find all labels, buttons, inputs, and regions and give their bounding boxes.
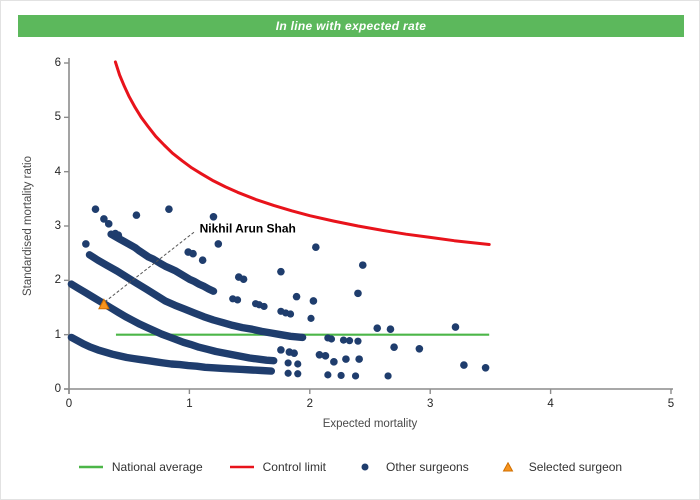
surgeon-point[interactable] <box>330 358 338 366</box>
surgeon-point[interactable] <box>284 369 292 377</box>
y-tick-label: 3 <box>54 220 61 232</box>
surgeon-point[interactable] <box>309 297 318 305</box>
y-tick-label: 1 <box>54 328 61 341</box>
surgeon-point[interactable] <box>307 314 315 322</box>
surgeon-point[interactable] <box>100 215 108 223</box>
legend-item-selected-surgeon: Selected surgeon <box>495 460 622 474</box>
surgeon-point[interactable] <box>315 350 324 359</box>
surgeon-point[interactable] <box>327 335 336 343</box>
control-limit-curve <box>113 60 491 246</box>
x-tick-label: 0 <box>65 398 73 410</box>
surgeon-point[interactable] <box>481 364 490 372</box>
surgeon-point-band[interactable] <box>85 251 307 342</box>
other-surgeons-dot-icon <box>352 462 378 472</box>
surgeon-point[interactable] <box>294 370 302 378</box>
surgeon-point[interactable] <box>312 243 320 251</box>
surgeon-point[interactable] <box>460 361 468 369</box>
surgeon-point-band[interactable] <box>107 230 218 295</box>
surgeon-point[interactable] <box>260 302 268 311</box>
surgeon-point[interactable] <box>239 275 248 284</box>
surgeon-point[interactable] <box>209 212 218 221</box>
surgeon-point[interactable] <box>384 372 392 380</box>
selected-surgeon-label: Nikhil Arun Shah <box>199 221 296 236</box>
surgeon-point[interactable] <box>286 310 295 318</box>
surgeon-point[interactable] <box>233 296 242 304</box>
surgeon-point[interactable] <box>321 352 330 360</box>
x-axis-title: Expected mortality <box>322 418 418 430</box>
surgeon-point[interactable] <box>277 267 285 276</box>
legend-item-other-surgeons: Other surgeons <box>352 460 469 474</box>
status-banner: In line with expected rate <box>18 15 684 37</box>
surgeon-point[interactable] <box>345 337 354 345</box>
legend-label-selected-surgeon: Selected surgeon <box>528 460 623 474</box>
status-banner-text: In line with expected rate <box>275 19 427 33</box>
surgeon-point[interactable] <box>337 371 345 380</box>
annotation-leader-line <box>104 231 195 303</box>
legend-item-control-limit: Control limit <box>229 460 326 474</box>
surgeon-point[interactable] <box>82 240 90 248</box>
surgeon-point[interactable] <box>294 360 302 368</box>
surgeon-point[interactable] <box>342 355 350 363</box>
legend-label-control-limit: Control limit <box>262 460 326 474</box>
x-tick-label: 5 <box>667 398 675 410</box>
x-tick-label: 2 <box>306 398 313 410</box>
selected-surgeon-marker[interactable] <box>98 298 110 310</box>
x-tick-label: 1 <box>186 398 193 410</box>
surgeon-point[interactable] <box>355 355 363 363</box>
surgeon-point[interactable] <box>91 205 100 213</box>
surgeon-point[interactable] <box>386 325 395 334</box>
surgeon-point[interactable] <box>165 205 173 213</box>
surgeon-point[interactable] <box>451 323 460 331</box>
surgeon-point[interactable] <box>189 249 197 258</box>
x-tick-label: 4 <box>547 398 554 410</box>
control-limit-line-icon <box>229 462 255 472</box>
legend: National average Control limit Other sur… <box>1 460 699 474</box>
surgeon-point[interactable] <box>290 349 298 357</box>
y-axis-title: Standardised mortality ratio <box>22 156 34 296</box>
surgeon-point[interactable] <box>354 289 362 298</box>
surgeon-point[interactable] <box>277 346 285 354</box>
surgeon-point[interactable] <box>198 256 207 265</box>
surgeon-point[interactable] <box>132 211 141 219</box>
surgeon-point[interactable] <box>324 371 332 379</box>
legend-label-national-average: National average <box>111 460 203 474</box>
surgeon-point[interactable] <box>114 231 123 240</box>
x-tick-label: 3 <box>426 398 434 410</box>
surgeon-point[interactable] <box>415 344 424 353</box>
surgeon-point[interactable] <box>358 261 367 269</box>
surgeon-point[interactable] <box>292 292 301 301</box>
y-tick-label: 0 <box>54 383 61 395</box>
surgeon-point[interactable] <box>351 372 360 380</box>
legend-label-other-surgeons: Other surgeons <box>385 460 469 474</box>
y-tick-label: 4 <box>54 165 61 178</box>
y-tick-label: 5 <box>54 111 61 124</box>
surgeon-point-band[interactable] <box>67 333 275 375</box>
surgeon-point[interactable] <box>104 220 113 228</box>
surgeon-point[interactable] <box>339 336 348 344</box>
surgeon-point[interactable] <box>390 343 398 351</box>
national-average-line-icon <box>78 462 104 472</box>
surgeon-point[interactable] <box>373 324 382 332</box>
y-tick-label: 2 <box>54 274 61 287</box>
surgeon-point[interactable] <box>214 240 223 248</box>
selected-surgeon-triangle-icon <box>495 462 521 472</box>
legend-item-national-average: National average <box>78 460 203 474</box>
surgeon-point[interactable] <box>354 337 362 345</box>
surgeon-point[interactable] <box>284 359 292 367</box>
y-tick-label: 6 <box>54 57 61 69</box>
